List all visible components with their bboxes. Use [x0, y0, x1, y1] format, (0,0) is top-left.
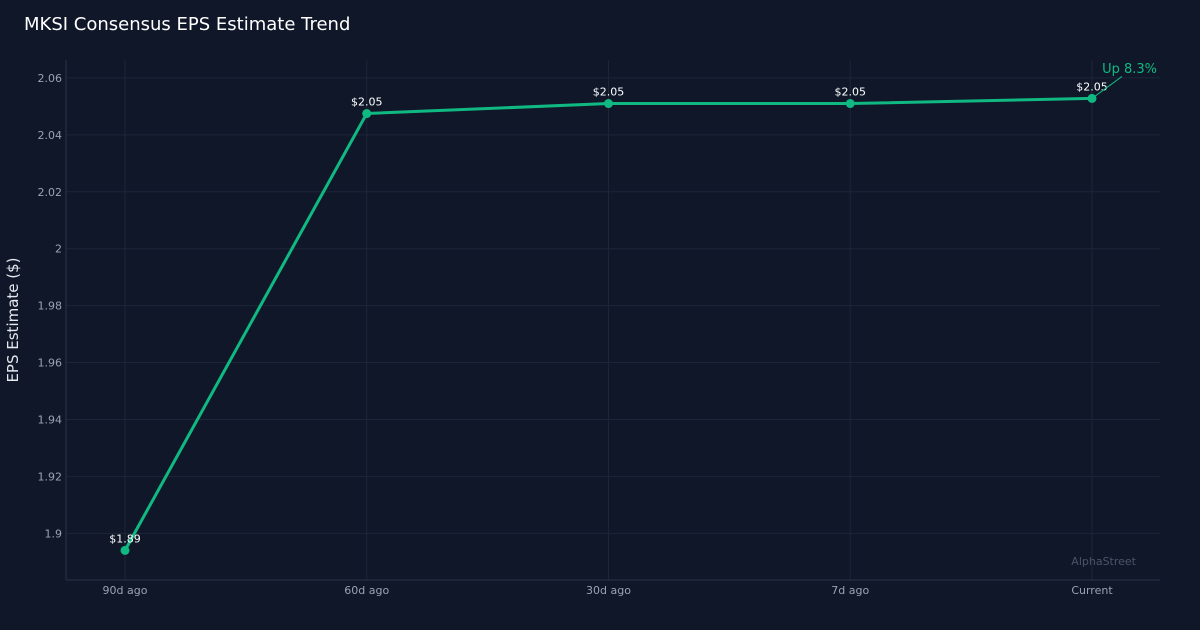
data-label: $2.05 [593, 86, 625, 99]
tick-labels: 1.9 1.92 1.94 1.96 1.98 2 2.02 2.04 2.06 90d ago 6… [38, 72, 1114, 597]
data-point [362, 109, 372, 119]
annotation-label: Up 8.3% [1102, 62, 1157, 77]
data-point [120, 545, 130, 555]
x-tick-label: 7d ago [831, 584, 869, 597]
x-tick-label: Current [1071, 584, 1113, 597]
data-label: $2.05 [351, 96, 383, 109]
y-tick-label: 1.96 [38, 357, 63, 370]
y-tick-label: 2.04 [38, 129, 63, 142]
y-tick-label: 2.02 [38, 186, 63, 199]
chart-title: MKSI Consensus EPS Estimate Trend [24, 14, 350, 35]
grid-lines [66, 60, 1160, 580]
data-labels: $1.89 $2.05 $2.05 $2.05 $2.05 [109, 80, 1108, 545]
axes [65, 60, 1160, 581]
data-label: $2.05 [835, 86, 867, 99]
y-tick-label: 2.06 [38, 72, 63, 85]
x-tick-label: 30d ago [586, 584, 631, 597]
x-tick-label: 90d ago [103, 584, 148, 597]
y-tick-label: 1.92 [38, 470, 63, 483]
data-point [845, 99, 855, 109]
y-tick-label: 1.9 [45, 527, 63, 540]
watermark-text: AlphaStreet [1071, 555, 1136, 568]
data-label: $1.89 [109, 532, 141, 545]
x-tick-label: 60d ago [344, 584, 389, 597]
y-tick-label: 2 [55, 243, 62, 256]
data-label: $2.05 [1076, 80, 1108, 93]
data-point [604, 99, 613, 109]
y-tick-label: 1.94 [38, 413, 63, 426]
y-tick-label: 1.98 [38, 300, 63, 313]
annotation-arrow [1091, 76, 1123, 99]
y-axis-label: EPS Estimate ($) [4, 257, 22, 382]
annotation: Up 8.3% [1091, 62, 1157, 99]
